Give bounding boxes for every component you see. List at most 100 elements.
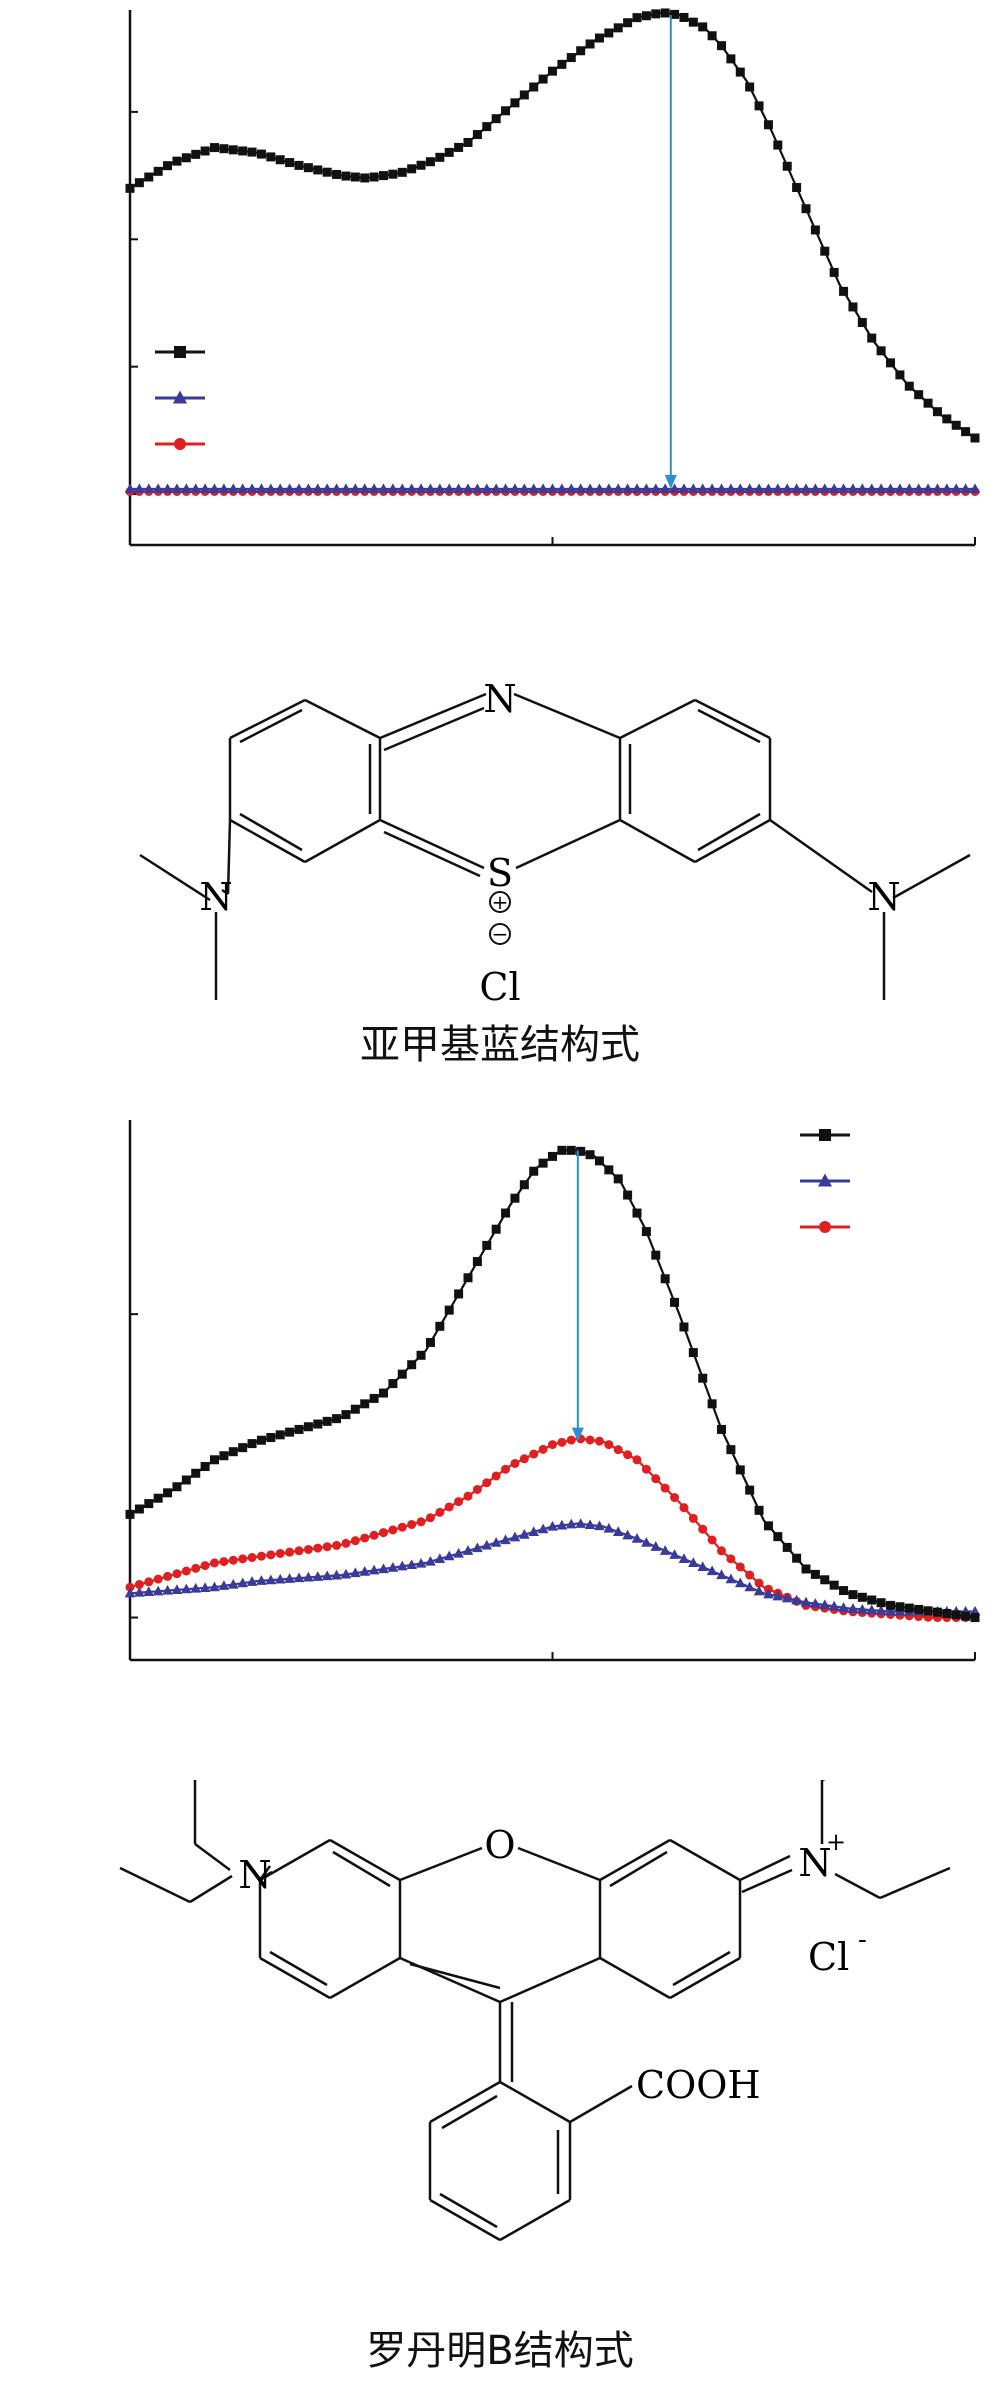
data-point: [650, 483, 662, 494]
data-point: [735, 67, 745, 77]
data-point: [641, 1464, 651, 1474]
data-point: [923, 1606, 933, 1616]
data-point: [143, 1586, 155, 1597]
data-point: [566, 1145, 576, 1155]
data-point: [660, 1483, 670, 1493]
data-point: [482, 1240, 492, 1250]
data-point: [152, 483, 164, 494]
data-point: [697, 483, 709, 494]
data-point: [124, 483, 136, 494]
data-point: [322, 167, 332, 177]
data-point: [388, 169, 398, 179]
arrow-head: [571, 1427, 584, 1442]
data-point: [285, 1427, 295, 1437]
data-point: [501, 1208, 511, 1218]
data-point: [519, 90, 529, 100]
chloride-minus-label: -: [858, 1925, 867, 1955]
data-point: [670, 1493, 680, 1503]
data-point: [172, 1569, 182, 1579]
data-point: [265, 483, 277, 494]
data-point: [219, 144, 229, 154]
data-point: [210, 1455, 219, 1465]
data-point: [425, 1513, 435, 1523]
data-point: [791, 1594, 802, 1605]
left-amine-nitrogen-label: N: [199, 875, 232, 919]
data-point: [134, 483, 145, 494]
data-point: [932, 1607, 942, 1617]
data-point: [200, 1561, 210, 1571]
legend: [155, 346, 205, 450]
data-point: [950, 483, 962, 494]
chart-b: [0, 1100, 1000, 1780]
data-point: [379, 171, 388, 181]
data-point: [396, 483, 408, 494]
data-point: [613, 1174, 623, 1184]
data-point: [210, 143, 219, 153]
data-point: [960, 483, 971, 494]
data-point: [332, 1540, 342, 1550]
data-point: [763, 483, 774, 494]
data-point: [622, 1529, 633, 1540]
data-point: [632, 1455, 642, 1465]
data-point: [162, 1584, 173, 1595]
data-point: [613, 23, 623, 33]
data-point: [698, 1524, 708, 1534]
data-point: [397, 167, 407, 177]
data-point: [876, 346, 886, 356]
data-point: [219, 1451, 229, 1461]
data-point: [341, 1410, 351, 1420]
data-point: [491, 114, 501, 124]
arrow-head: [664, 474, 677, 489]
data-point: [350, 1567, 361, 1578]
data-point: [266, 1550, 276, 1560]
plus-charge-label: +: [492, 890, 509, 914]
methylene-blue-svg: N S N N + − Cl: [139, 680, 971, 1009]
data-point: [368, 1564, 380, 1575]
data-point: [810, 1598, 821, 1608]
data-point: [181, 153, 191, 163]
data-point: [612, 483, 624, 494]
data-point: [537, 483, 549, 494]
data-point: [482, 122, 492, 132]
data-point: [650, 1541, 662, 1551]
data-point: [801, 204, 811, 214]
data-point: [707, 1399, 717, 1409]
data-point: [293, 1572, 305, 1583]
data-point: [678, 1553, 690, 1563]
data-point: [265, 1574, 277, 1585]
data-point: [753, 483, 765, 494]
data-point: [435, 1321, 445, 1331]
data-point: [360, 1399, 370, 1409]
data-point: [857, 483, 868, 494]
legend-marker: [174, 438, 186, 450]
data-point: [867, 333, 877, 343]
data-point: [800, 1596, 812, 1607]
data-point: [369, 1393, 379, 1403]
data-point: [425, 157, 435, 167]
data-point: [481, 483, 493, 494]
data-point: [886, 1600, 895, 1610]
data-point: [726, 1445, 736, 1455]
data-point: [782, 1542, 792, 1552]
data-point: [500, 1534, 511, 1545]
data-point: [379, 1388, 388, 1398]
data-point: [181, 1475, 191, 1485]
data-point: [491, 1471, 501, 1481]
data-point: [651, 1250, 661, 1260]
data-point: [209, 483, 220, 494]
data-point: [698, 22, 708, 32]
data-point: [697, 1561, 709, 1572]
data-point: [246, 483, 258, 494]
data-point: [575, 483, 586, 494]
data-point: [125, 183, 135, 193]
data-point: [584, 1519, 596, 1530]
data-point: [537, 1523, 549, 1534]
data-point: [801, 1564, 811, 1574]
data-point: [434, 1553, 446, 1563]
plus-charge-circle: [489, 891, 511, 913]
data-point: [407, 1519, 417, 1529]
data-point: [622, 483, 633, 494]
data-point: [172, 1482, 182, 1492]
data-point: [763, 120, 773, 130]
data-point: [763, 1521, 773, 1531]
